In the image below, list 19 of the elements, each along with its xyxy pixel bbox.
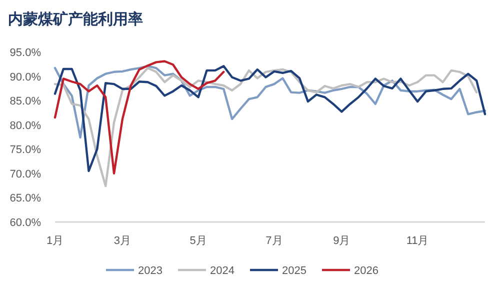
y-tick-label: 85.0% <box>10 96 42 108</box>
x-tick-label: 3月 <box>114 235 132 247</box>
y-tick-label: 80.0% <box>10 120 42 132</box>
y-tick-label: 75.0% <box>10 144 42 156</box>
x-tick-label: 1月 <box>46 235 64 247</box>
legend-label: 2023 <box>138 265 162 277</box>
x-tick-label: 7月 <box>266 235 283 247</box>
x-tick-label: 5月 <box>190 235 207 247</box>
x-tick-label: 11月 <box>406 235 429 247</box>
legend-label: 2026 <box>354 265 378 277</box>
y-tick-label: 95.0% <box>10 47 42 59</box>
legend-label: 2025 <box>282 265 306 277</box>
legend-label: 2024 <box>210 265 234 277</box>
chart-title: 内蒙煤矿产能利用率 <box>8 10 143 28</box>
y-tick-label: 70.0% <box>10 168 42 180</box>
y-tick-label: 60.0% <box>10 217 42 229</box>
y-tick-label: 90.0% <box>10 71 42 84</box>
y-tick-label: 65.0% <box>10 192 42 205</box>
x-tick-label: 9月 <box>333 235 350 247</box>
